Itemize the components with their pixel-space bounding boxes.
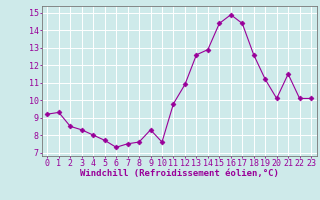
X-axis label: Windchill (Refroidissement éolien,°C): Windchill (Refroidissement éolien,°C) [80, 169, 279, 178]
